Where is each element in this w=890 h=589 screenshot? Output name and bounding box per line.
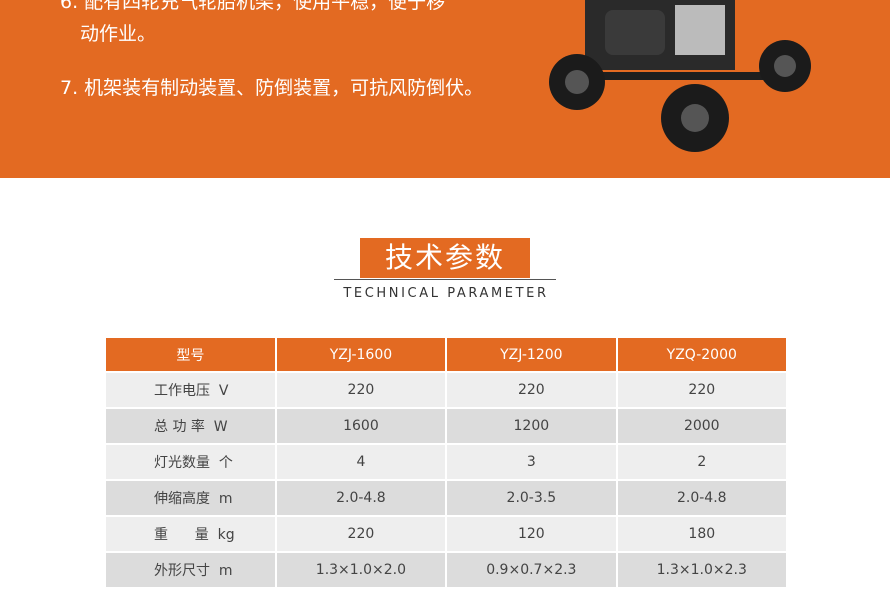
generator-image [549,0,811,152]
feature-text: 6. 配有四轮充气轮胎机架，使用平稳，便于移 [60,0,446,13]
header-cell: YZQ-2000 [615,336,789,373]
cell: 2000 [615,407,789,445]
header-cell: 型号 [104,336,277,373]
cell: 220 [615,371,789,409]
row-label: 总 功 率 W [104,407,277,445]
row-label: 伸缩高度 m [104,479,277,517]
header-cell: YZJ-1600 [274,336,448,373]
row-label: 工作电压 V [104,371,277,409]
cell: 220 [445,371,618,409]
table-row: 外形尺寸 m 1.3×1.0×2.0 0.9×0.7×2.3 1.3×1.0×2.3 [104,551,789,589]
section-subtitle: TECHNICAL PARAMETER [343,286,549,301]
cell: 3 [445,443,618,481]
divider [334,279,556,280]
cell: 220 [274,515,448,553]
feature-text: 动作业。 [80,23,157,45]
table-header: 型号 YZJ-1600 YZJ-1200 YZQ-2000 [104,336,789,373]
feature-7: 7. 机架装有制动装置、防倒装置，可抗风防倒伏。 [60,77,484,99]
cell: 1600 [274,407,448,445]
feature-6: 6. 配有四轮充气轮胎机架，使用平稳，便于移 动作业。 [60,0,445,50]
cell: 2.0-4.8 [615,479,789,517]
cell: 180 [615,515,789,553]
cell: 220 [274,371,448,409]
row-label: 外形尺寸 m [104,551,277,589]
row-label: 灯光数量 个 [104,443,277,481]
cell: 2.0-4.8 [274,479,448,517]
table-row: 伸缩高度 m 2.0-4.8 2.0-3.5 2.0-4.8 [104,479,789,517]
cell: 1.3×1.0×2.0 [274,551,448,589]
cell: 120 [445,515,618,553]
parameter-table: 型号 YZJ-1600 YZJ-1200 YZQ-2000 工作电压 V 220 2… [104,336,789,589]
table-row: 重 量 kg 220 120 180 [104,515,789,553]
header-cell: YZJ-1200 [445,336,618,373]
cell: 1200 [445,407,618,445]
table-row: 工作电压 V 220 220 220 [104,371,789,409]
cell: 4 [274,443,448,481]
row-label: 重 量 kg [104,515,277,553]
feature-banner: 6. 配有四轮充气轮胎机架，使用平稳，便于移 动作业。 7. 机架装有制动装置、… [0,0,890,178]
cell: 2.0-3.5 [445,479,618,517]
table-row: 总 功 率 W 1600 1200 2000 [104,407,789,445]
cell: 0.9×0.7×2.3 [445,551,618,589]
cell: 1.3×1.0×2.3 [615,551,789,589]
cell: 2 [615,443,789,481]
section-title: 技术参数 [360,238,530,278]
